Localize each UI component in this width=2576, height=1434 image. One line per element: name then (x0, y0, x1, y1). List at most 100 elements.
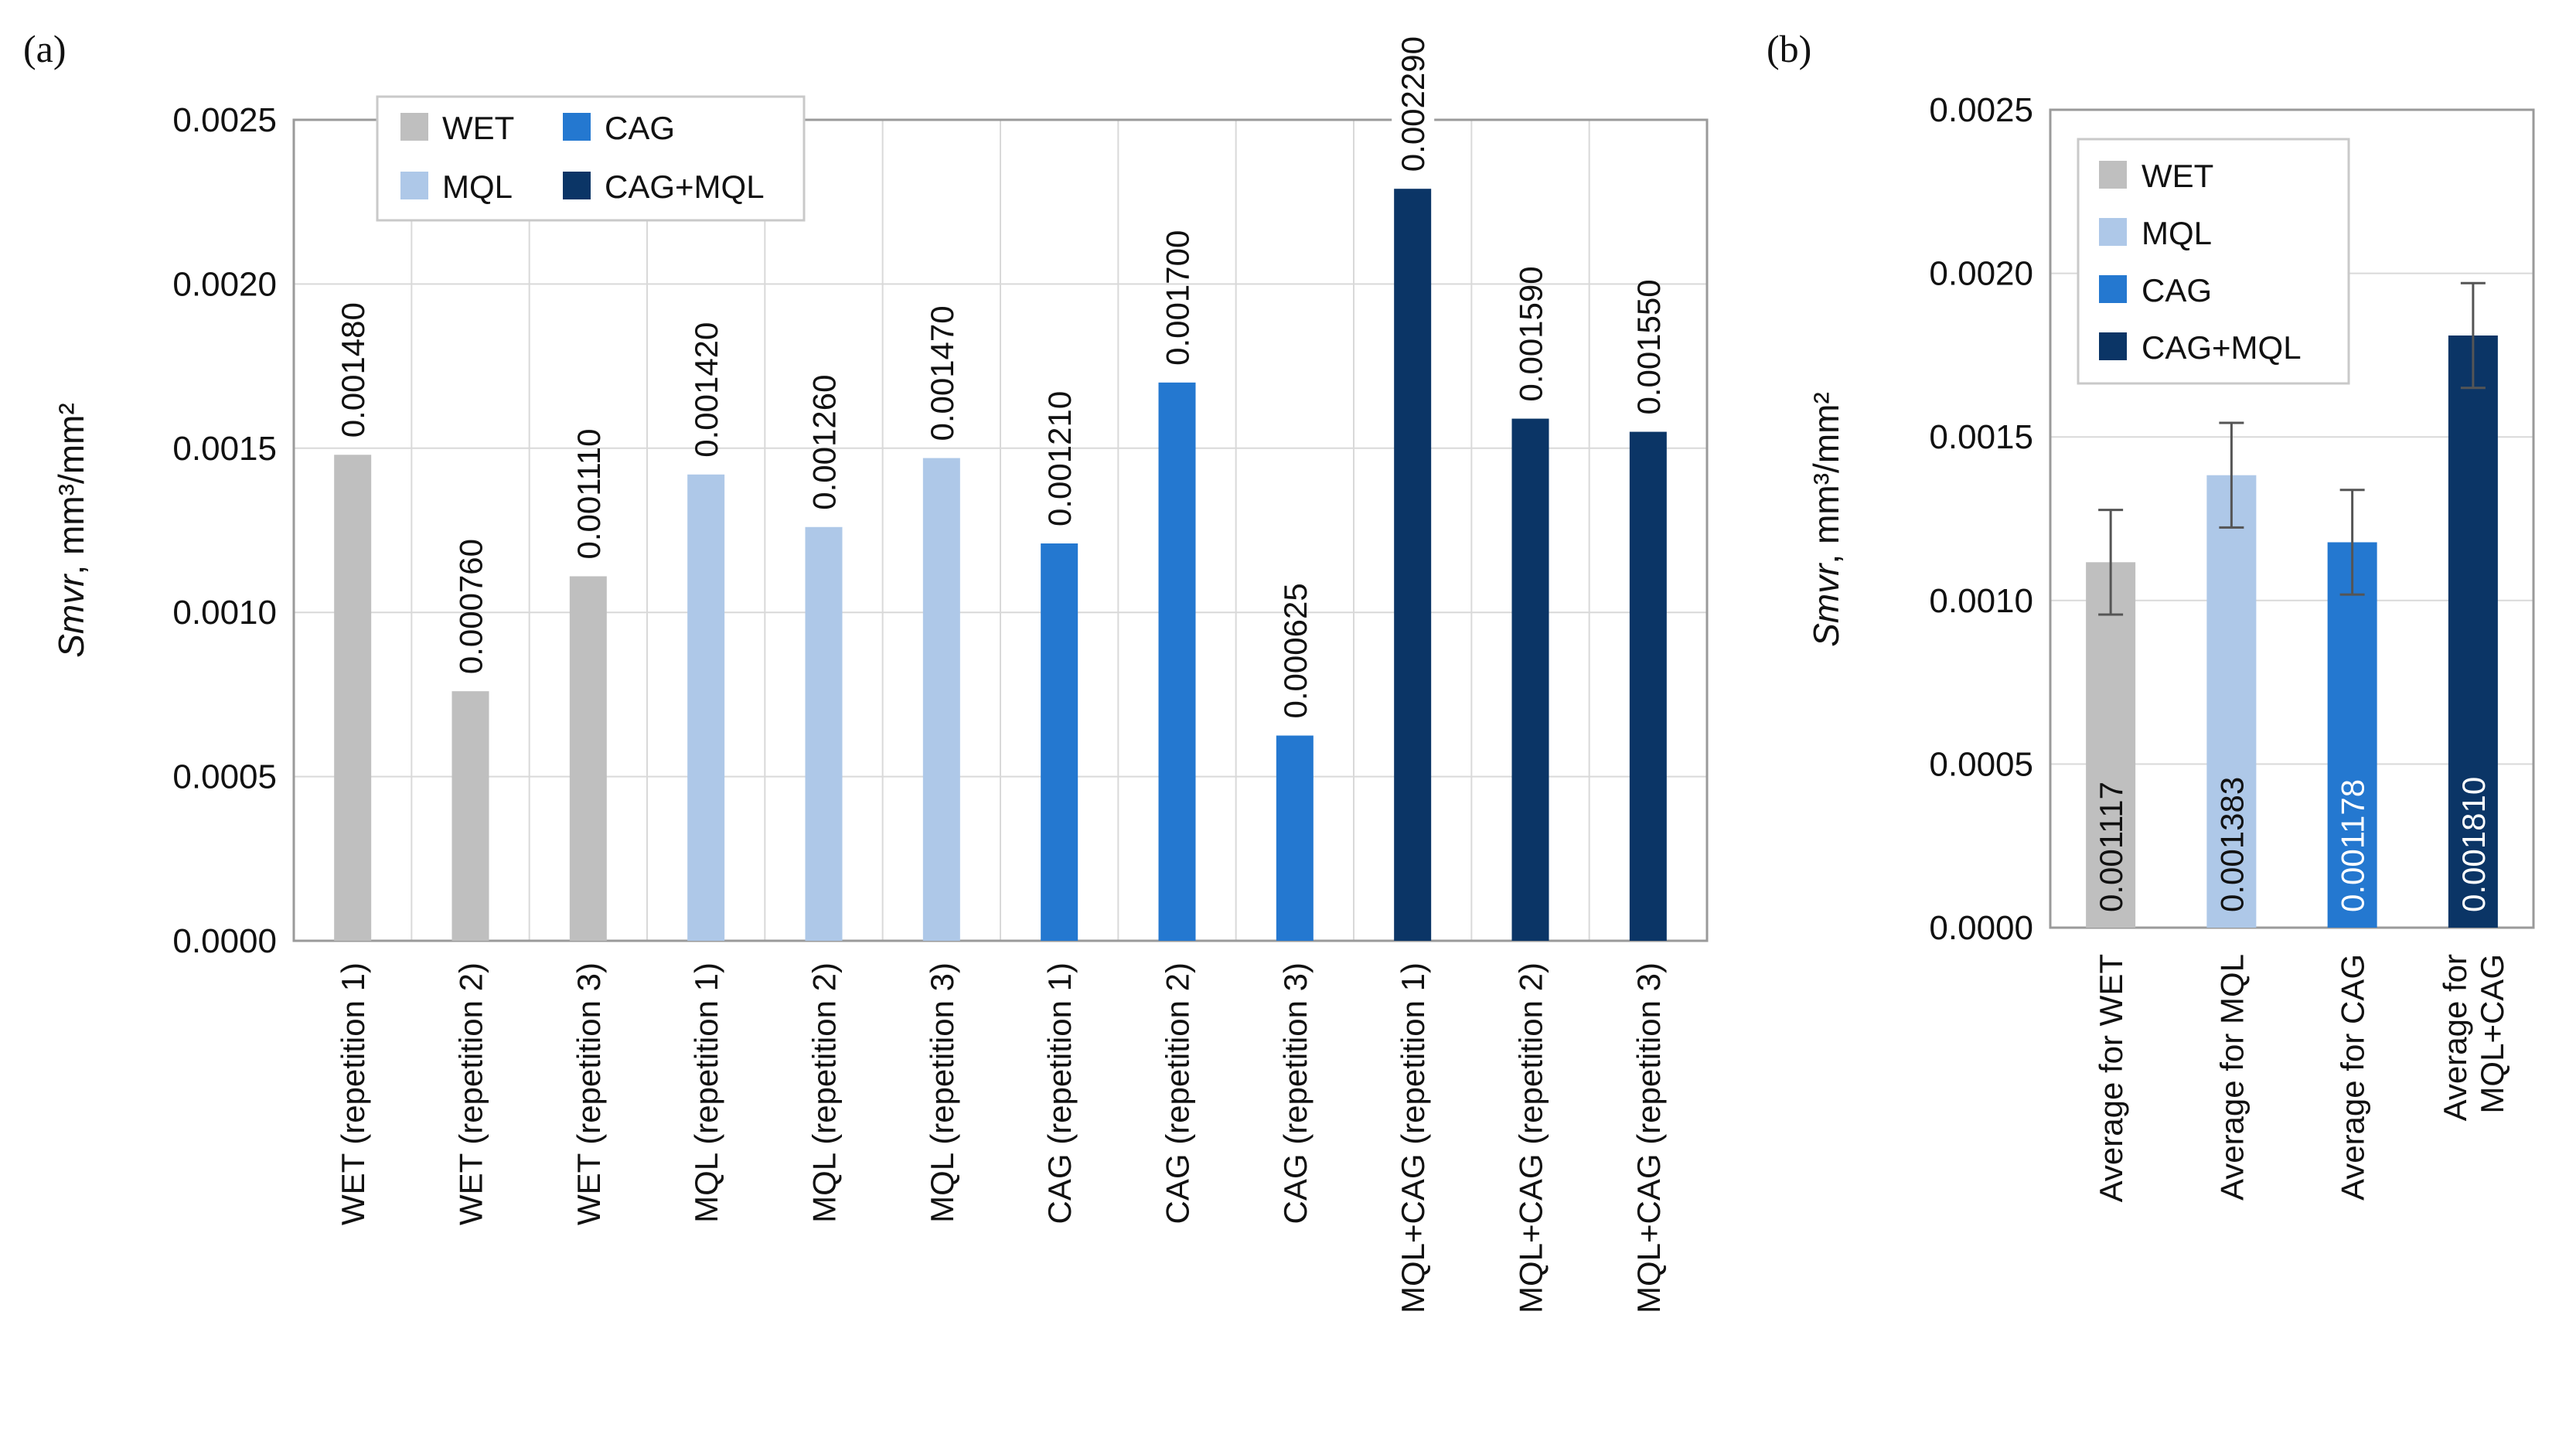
legend-label-cag-mql: CAG+MQL (2142, 329, 2302, 366)
value-label-mql-repetition-3: 0.001470 (924, 305, 960, 441)
panel-a-y-axis-title: Smvr, mm³/mm² (51, 403, 91, 658)
legend-swatch-mql (400, 172, 428, 199)
panel-b-y-axis: 0.0000 0.0005 0.0010 0.0015 0.0020 0.0025 (1929, 91, 2033, 947)
y-tick-label: 0.0020 (1929, 255, 2033, 293)
bar-average-cag-mql (2448, 336, 2498, 928)
bar-wet-repetition-3 (569, 576, 607, 941)
bar-wet-repetition-2 (451, 691, 489, 941)
legend-label-wet: WET (2142, 158, 2213, 194)
x-category-label: MQL+CAG (repetition 1) (1395, 962, 1431, 1313)
bar-mql-repetition-3 (922, 458, 960, 941)
legend-swatch-mql (2099, 218, 2127, 246)
panel-b-legend: WET MQL CAG CAG+MQL (2077, 138, 2350, 385)
value-label-mql-repetition-2: 0.001260 (806, 375, 843, 510)
value-label-wet-repetition-1: 0.001480 (335, 302, 371, 438)
legend-label-cag-mql: CAG+MQL (605, 169, 765, 205)
x-category-label: MQL (repetition 3) (924, 962, 960, 1223)
panel-b-label: (b) (1767, 27, 1811, 70)
bar-wet-repetition-1 (334, 455, 372, 941)
x-category-label: MQL (repetition 2) (806, 962, 843, 1223)
panel-a-gridlines (294, 119, 1707, 942)
bar-mql-cag-repetition-2 (1511, 418, 1549, 941)
panel-a-y-axis: 0.0000 0.0005 0.0010 0.0015 0.0020 0.0025 (172, 101, 277, 960)
value-label-average-wet: 0.001117 (2093, 782, 2129, 912)
x-category-label: WET (repetition 2) (453, 962, 489, 1225)
panel-a-value-labels: 0.001480 0.000760 0.001110 0.001420 0.001260… (335, 32, 1667, 719)
x-category-label: CAG (repetition 3) (1277, 962, 1314, 1224)
y-tick-label: 0.0000 (172, 922, 277, 960)
y-tick-label: 0.0010 (1929, 582, 2033, 620)
bar-cag-repetition-2 (1158, 382, 1196, 942)
legend-label-cag: CAG (605, 110, 675, 146)
bar-cag-repetition-3 (1276, 735, 1314, 941)
panel-a-plot-area (292, 118, 1709, 942)
x-category-label: Average for (2437, 954, 2473, 1121)
panel-b-plot-area (2049, 108, 2535, 929)
x-category-label: MQL+CAG (2474, 954, 2510, 1114)
value-label-wet-repetition-3: 0.001110 (571, 429, 607, 560)
value-label-wet-repetition-2: 0.000760 (453, 539, 489, 674)
panel-b-value-labels: 0.001117 0.001383 0.001178 0.001810 (2093, 777, 2492, 912)
y-tick-label: 0.0025 (1929, 91, 2033, 129)
legend-swatch-cag (563, 113, 591, 141)
value-label-cag-repetition-1: 0.001210 (1041, 391, 1078, 526)
bar-mql-cag-repetition-3 (1629, 431, 1667, 941)
panel-a: (a) 0.0000 0.0005 0.0010 0.0015 0.0020 0.0025… (23, 27, 1709, 1313)
value-label-background (1392, 32, 1435, 177)
x-category-label: CAG (repetition 1) (1041, 962, 1078, 1224)
y-tick-label: 0.0005 (172, 758, 277, 796)
bar-mql-repetition-1 (687, 474, 725, 941)
x-category-label: Average for MQL (2213, 954, 2250, 1201)
panel-a-y-axis-title-units: , mm³/mm² (51, 403, 91, 574)
value-label-mql-repetition-1: 0.001420 (688, 322, 724, 458)
panel-b-y-axis-title-italic: Smvr (1806, 563, 1846, 647)
y-tick-label: 0.0000 (1929, 909, 2033, 947)
value-label-mql-cag-repetition-2: 0.001590 (1513, 266, 1549, 401)
legend-swatch-cag-mql (2099, 332, 2127, 360)
legend-label-wet: WET (442, 110, 514, 146)
legend-label-mql: MQL (442, 169, 513, 205)
panel-b-y-axis-title: Smvr, mm³/mm² (1806, 392, 1846, 647)
legend-label-mql: MQL (2142, 215, 2212, 251)
value-label-average-cag-mql: 0.001810 (2455, 777, 2492, 912)
bar-average-mql (2206, 475, 2257, 928)
bar-mql-cag-repetition-1 (1394, 189, 1432, 941)
panel-a-x-axis: WET (repetition 1) WET (repetition 2) WET … (335, 962, 1667, 1313)
panel-a-y-axis-title-italic: Smvr (51, 574, 91, 658)
legend-swatch-cag (2099, 275, 2127, 303)
legend-swatch-wet (2099, 161, 2127, 189)
legend-swatch-cag-mql (563, 172, 591, 199)
panel-b-y-axis-title-units: , mm³/mm² (1806, 392, 1846, 564)
value-label-average-mql: 0.001383 (2213, 777, 2250, 912)
panel-b: (b) 0.0000 0.0005 0.0010 0.0015 0.0020 0.0025… (1767, 27, 2535, 1202)
x-category-label: MQL+CAG (repetition 3) (1630, 962, 1667, 1313)
bar-average-cag (2327, 542, 2377, 928)
y-tick-label: 0.0015 (172, 430, 277, 468)
y-tick-label: 0.0015 (1929, 418, 2033, 456)
panel-a-label: (a) (23, 27, 66, 70)
panel-b-error-bars (2098, 281, 2486, 616)
value-label-average-cag: 0.001178 (2335, 779, 2371, 912)
x-category-label: CAG (repetition 2) (1160, 962, 1196, 1224)
panel-a-bars (334, 189, 1667, 942)
bar-average-wet (2086, 562, 2136, 928)
panel-b-x-axis: Average for WET Average for MQL Average fo… (2093, 954, 2510, 1202)
x-category-label: MQL+CAG (repetition 2) (1513, 962, 1549, 1313)
bar-cag-repetition-1 (1041, 543, 1078, 941)
bar-mql-repetition-2 (805, 526, 843, 941)
x-category-label: Average for CAG (2335, 954, 2371, 1201)
x-category-label: MQL (repetition 1) (688, 962, 724, 1223)
legend-swatch-wet (400, 113, 428, 141)
x-category-label: WET (repetition 1) (335, 962, 371, 1225)
y-tick-label: 0.0010 (172, 594, 277, 632)
y-tick-label: 0.0025 (172, 101, 277, 139)
panel-a-legend: WET CAG MQL CAG+MQL (376, 95, 806, 222)
y-tick-label: 0.0020 (172, 265, 277, 303)
value-label-mql-cag-repetition-3: 0.001550 (1630, 279, 1667, 414)
panel-b-bars (2086, 336, 2498, 928)
value-label-mql-cag-repetition-1: 0.002290 (1395, 36, 1431, 172)
x-category-label: WET (repetition 3) (571, 962, 607, 1225)
legend-label-cag: CAG (2142, 272, 2212, 308)
value-label-cag-repetition-3: 0.000625 (1277, 583, 1314, 718)
x-category-label: Average for WET (2093, 954, 2129, 1202)
